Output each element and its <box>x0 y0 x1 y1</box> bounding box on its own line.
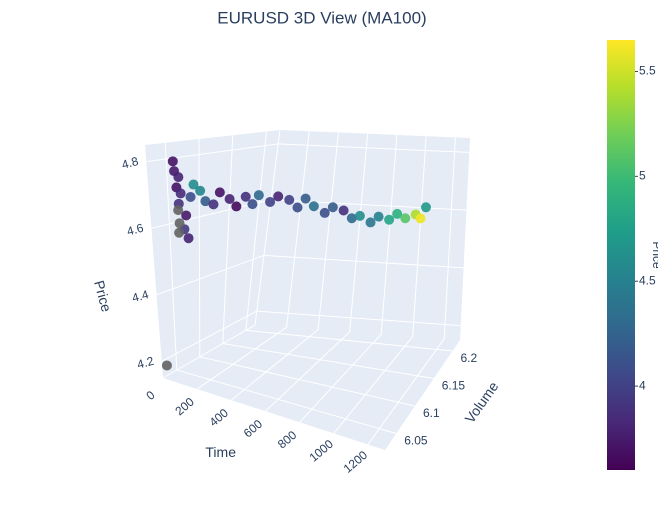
point <box>188 179 199 190</box>
grid-line <box>222 343 434 379</box>
point <box>195 185 206 196</box>
colorbar-tick-label: 4 <box>639 378 646 392</box>
point <box>384 214 395 225</box>
grid-line <box>349 133 369 332</box>
point <box>400 213 411 224</box>
point <box>173 205 184 216</box>
grid-line <box>199 356 416 407</box>
point <box>174 218 185 229</box>
point <box>415 213 426 224</box>
z-tick-label: 4.4 <box>130 287 150 305</box>
grid-line <box>196 326 287 390</box>
grid-line <box>263 254 464 269</box>
grid-line <box>380 134 398 335</box>
point <box>224 194 235 205</box>
grid-line <box>333 336 414 434</box>
x-tick-label: 1200 <box>341 448 371 476</box>
grid-line <box>245 131 267 331</box>
grid-line <box>161 310 258 362</box>
point <box>181 210 192 221</box>
point <box>265 196 276 207</box>
grid-line <box>222 135 234 344</box>
point <box>292 202 303 213</box>
point <box>392 208 403 219</box>
point <box>354 210 365 221</box>
point <box>231 201 242 212</box>
y-tick-label: 6.1 <box>423 406 440 420</box>
grid-line <box>230 329 319 401</box>
grid-line <box>198 138 201 357</box>
grid-line <box>367 338 445 445</box>
colorbar-tick-label: 5.5 <box>639 64 656 78</box>
y-tick-label: 6.15 <box>442 379 466 393</box>
point <box>420 202 431 213</box>
colorbar-tick-label: 4.5 <box>639 273 656 287</box>
back-wall <box>255 130 470 340</box>
point <box>200 196 211 207</box>
grid-line <box>317 132 339 330</box>
x-tick-label: 800 <box>275 428 300 452</box>
grid-line <box>162 324 256 379</box>
z-axis-title: Price <box>91 279 115 314</box>
point <box>167 156 178 167</box>
grid-line <box>412 136 427 337</box>
z-tick-label: 4.8 <box>120 154 140 172</box>
point <box>338 205 349 216</box>
grid-line <box>146 143 279 163</box>
y-tick-label: 6.05 <box>404 434 428 448</box>
z-tick-label: 4.2 <box>136 354 156 372</box>
grid-line <box>299 333 382 423</box>
x-tick-label: 0 <box>143 388 157 403</box>
point <box>161 360 172 371</box>
x-axis-title: Time <box>205 444 236 460</box>
y-tick-label: 6.2 <box>461 351 478 365</box>
point <box>346 213 357 224</box>
point <box>284 194 295 205</box>
point <box>247 199 258 210</box>
x-tick-label: 200 <box>172 394 197 418</box>
point <box>273 191 284 202</box>
point <box>308 201 319 212</box>
grid-line <box>245 329 453 352</box>
floor <box>163 325 460 450</box>
point <box>175 188 186 199</box>
colorbar-tick-label: 5 <box>639 169 646 183</box>
point <box>365 217 376 228</box>
point <box>185 191 196 202</box>
colorbar <box>607 40 635 470</box>
x-tick-label: 600 <box>241 417 266 441</box>
z-tick-label: 4.6 <box>125 221 145 239</box>
point <box>173 172 184 183</box>
x-tick-label: 400 <box>207 406 232 430</box>
grid-line <box>156 254 265 296</box>
point <box>214 187 225 198</box>
point <box>183 233 194 244</box>
point <box>327 202 338 213</box>
y-axis-title: Volume <box>461 378 501 426</box>
point <box>253 190 264 201</box>
grid-line <box>254 129 281 326</box>
grid-line <box>443 137 456 339</box>
grid-line <box>164 142 178 371</box>
chart-title: EURUSD 3D View (MA100) <box>217 8 426 27</box>
point <box>373 211 384 222</box>
point <box>208 199 219 210</box>
point <box>174 227 185 238</box>
grid-line <box>176 369 397 434</box>
grid-line <box>256 310 461 327</box>
grid-line <box>286 131 310 328</box>
grid-line <box>278 143 470 153</box>
colorbar-title: Price <box>650 241 658 269</box>
point <box>240 191 251 202</box>
x-tick-label: 1000 <box>307 437 337 465</box>
point <box>300 193 311 204</box>
grid-line <box>265 331 350 412</box>
point <box>319 207 330 218</box>
